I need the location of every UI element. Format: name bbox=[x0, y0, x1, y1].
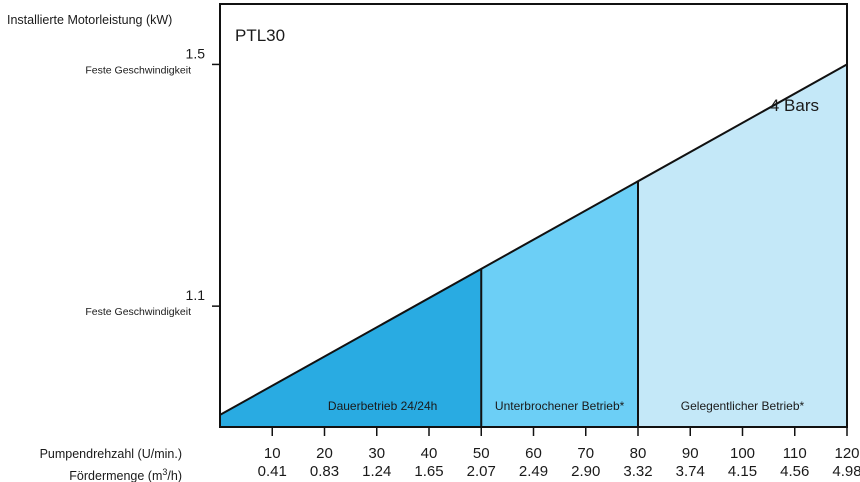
x-tick-rpm-10: 100 bbox=[730, 445, 755, 462]
x-tick-rpm-12: 120 bbox=[834, 445, 859, 462]
region-label-3: Gelegentlicher Betrieb* bbox=[681, 399, 805, 413]
x-tick-flow-6: 2.49 bbox=[519, 463, 548, 480]
x-tick-flow-1: 0.41 bbox=[258, 463, 287, 480]
x-tick-rpm-2: 20 bbox=[316, 445, 333, 462]
x-tick-rpm-7: 70 bbox=[577, 445, 594, 462]
x-tick-rpm-8: 80 bbox=[630, 445, 647, 462]
flow-title-prefix: Fördermenge (m bbox=[69, 469, 162, 482]
x-tick-flow-11: 4.56 bbox=[780, 463, 809, 480]
x-tick-flow-3: 1.24 bbox=[362, 463, 391, 480]
x-tick-flow-8: 3.32 bbox=[623, 463, 652, 480]
flow-title-suffix: /h) bbox=[167, 469, 182, 482]
x-tick-flow-9: 3.74 bbox=[676, 463, 705, 480]
x-tick-flow-12: 4.98 bbox=[832, 463, 860, 480]
x-tick-rpm-1: 10 bbox=[264, 445, 281, 462]
flow-title-sup: 3 bbox=[162, 467, 167, 477]
region-area-2 bbox=[481, 181, 638, 427]
region-dividers bbox=[480, 181, 639, 427]
x-tick-rpm-11: 110 bbox=[783, 445, 807, 462]
region-area-1 bbox=[220, 268, 482, 427]
region-label-2: Unterbrochener Betrieb* bbox=[495, 399, 625, 413]
y-tick-sublabel-1: Feste Geschwindigkeit bbox=[85, 306, 191, 318]
x-axis-title-rpm: Pumpendrehzahl (U/min.) bbox=[40, 447, 182, 461]
y-axis-title: Installierte Motorleistung (kW) bbox=[7, 13, 172, 27]
x-axis-title-flow: Fördermenge (m3/h) bbox=[69, 467, 182, 482]
x-axis-ticks: 100.41 200.83 301.24 401.65 502.07 602.49 702.… bbox=[258, 427, 860, 480]
x-tick-flow-10: 4.15 bbox=[728, 463, 757, 480]
y-axis-ticks: 1.1 Feste Geschwindigkeit 1.5 Feste Geschwi… bbox=[85, 45, 220, 318]
x-tick-flow-2: 0.83 bbox=[310, 463, 339, 480]
region-labels: Dauerbetrieb 24/24h Unterbrochener Betrie… bbox=[328, 399, 805, 413]
x-tick-flow-4: 1.65 bbox=[414, 463, 443, 480]
region-label-1: Dauerbetrieb 24/24h bbox=[328, 399, 437, 413]
y-tick-label-2: 1.5 bbox=[186, 45, 206, 61]
x-tick-rpm-6: 60 bbox=[525, 445, 542, 462]
x-tick-flow-5: 2.07 bbox=[467, 463, 496, 480]
power-curve-4-bars bbox=[219, 63, 848, 416]
y-tick-label-1: 1.1 bbox=[186, 287, 206, 303]
model-label: PTL30 bbox=[235, 26, 285, 45]
region-area-3 bbox=[638, 64, 847, 427]
x-tick-rpm-9: 90 bbox=[682, 445, 699, 462]
x-tick-rpm-4: 40 bbox=[421, 445, 438, 462]
y-tick-sublabel-2: Feste Geschwindigkeit bbox=[85, 64, 191, 76]
x-tick-flow-7: 2.90 bbox=[571, 463, 600, 480]
operating-regions bbox=[220, 64, 847, 427]
series-label: 4 Bars bbox=[770, 96, 819, 115]
x-tick-rpm-5: 50 bbox=[473, 445, 490, 462]
x-tick-rpm-3: 30 bbox=[368, 445, 385, 462]
